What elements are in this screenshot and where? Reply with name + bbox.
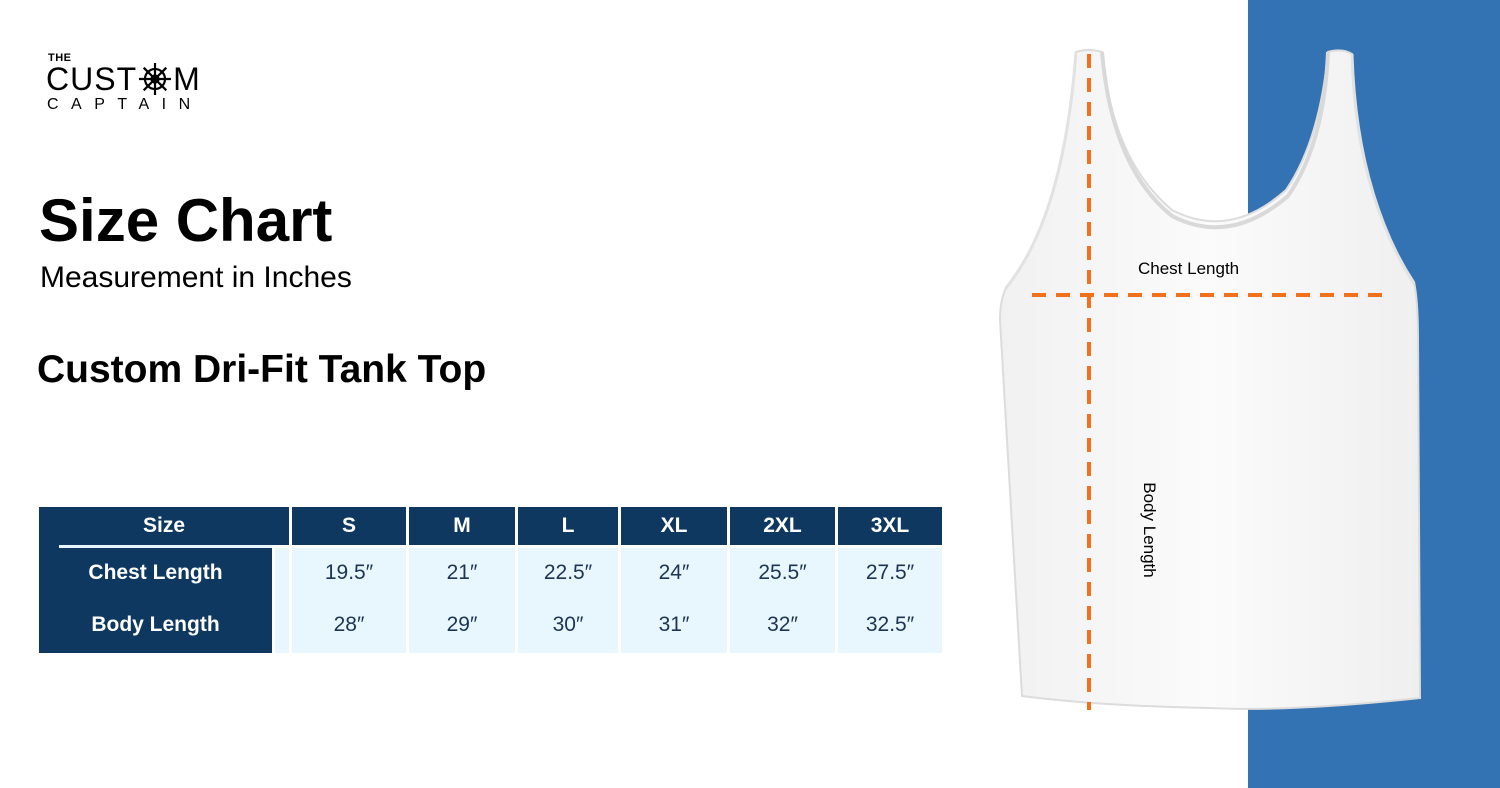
page-subtitle: Measurement in Inches [40,261,352,294]
table-divider-strip [59,545,272,548]
table-cell: 30″ [518,597,618,653]
table-cell: 32.5″ [838,597,942,653]
logo-text-custom: CUST M [46,62,201,96]
body-length-label: Body Length [1140,482,1159,578]
table-header-cell: M [409,507,515,545]
table-cell: 29″ [409,597,515,653]
table-cell: 21″ [409,548,515,597]
table-cell: 25.5″ [730,548,835,597]
table-cell: 31″ [621,597,727,653]
row-label-body-length: Body Length [39,597,272,653]
page-title: Size Chart [39,187,333,254]
table-cell: 22.5″ [518,548,618,597]
table-cell: 24″ [621,548,727,597]
table-cell: 19.5″ [292,548,406,597]
tank-top-illustration [998,49,1422,710]
table-cell: 27.5″ [838,548,942,597]
product-name: Custom Dri-Fit Tank Top [37,348,487,391]
table-header-cell: 2XL [730,507,835,545]
ship-wheel-icon [139,63,172,95]
brand-logo: THE CUST M CAPTAIN [46,52,276,118]
table-header-cell: L [518,507,618,545]
row-label-chest-length: Chest Length [39,548,272,597]
logo-text-captain: CAPTAIN [47,96,203,113]
table-gap-strip [275,548,289,653]
table-cell: 32″ [730,597,835,653]
logo-text-custom-right: M [173,61,201,97]
table-header-cell: S [292,507,406,545]
size-table: Size S M L XL 2XL 3XL Chest Length 19.5″… [39,507,942,653]
logo-text-custom-left: CUST [46,61,138,97]
table-header-cell: XL [621,507,727,545]
table-header-cell: 3XL [838,507,942,545]
table-cell: 28″ [292,597,406,653]
tank-top-neckline [1100,51,1330,230]
table-header-size: Size [39,507,289,545]
chest-length-label: Chest Length [1138,259,1240,278]
logo-text-the: THE [48,52,72,64]
